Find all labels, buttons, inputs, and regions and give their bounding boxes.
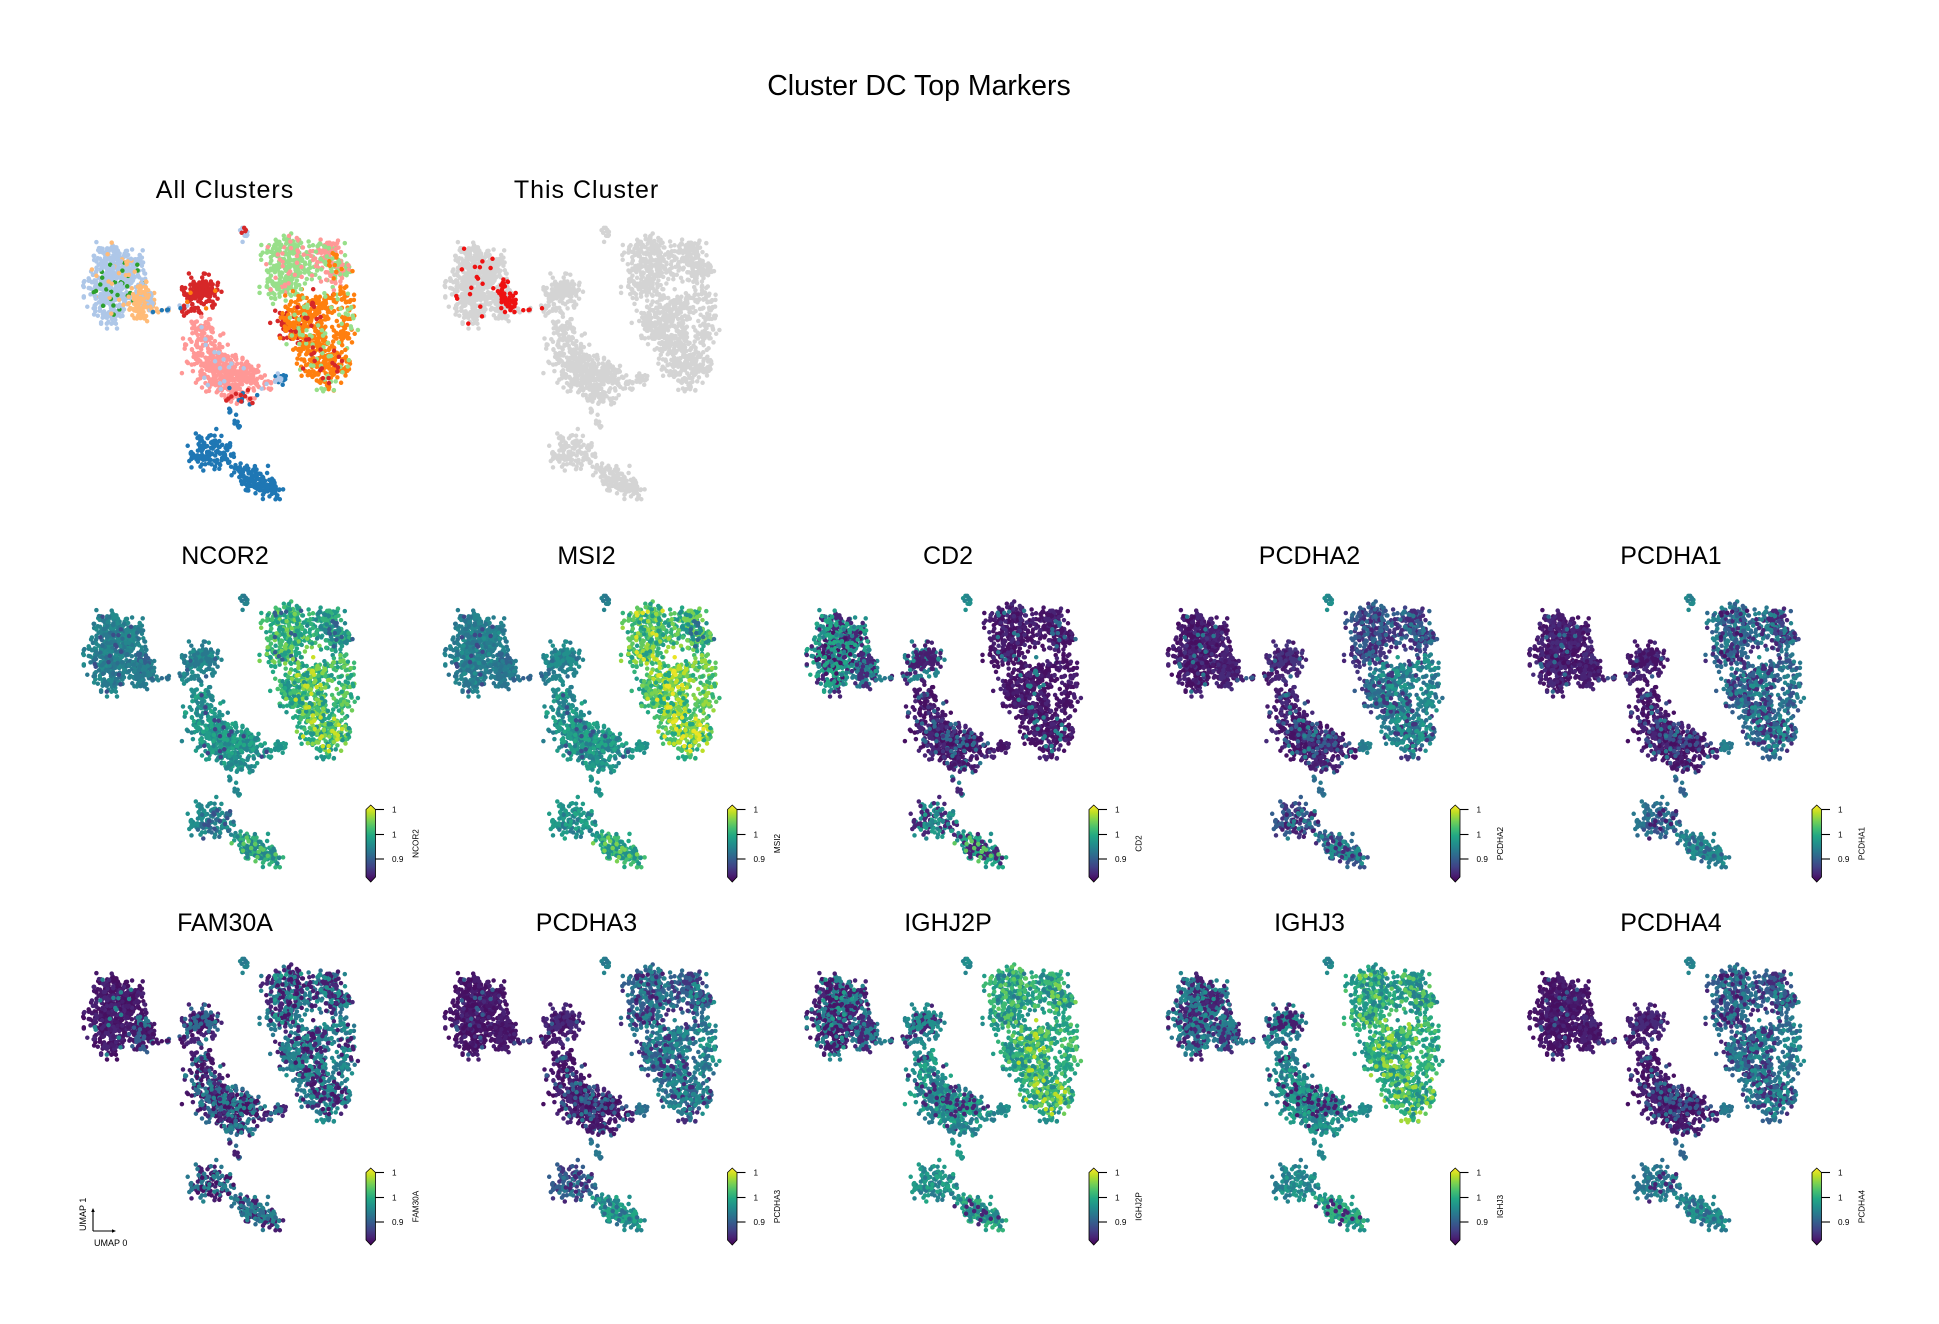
svg-text:0.9: 0.9	[1477, 1218, 1489, 1227]
svg-text:0.9: 0.9	[1115, 1218, 1127, 1227]
svg-text:1: 1	[1477, 805, 1482, 814]
svg-text:IGHJ3: IGHJ3	[1274, 909, 1345, 937]
svg-text:PCDHA1: PCDHA1	[1858, 826, 1867, 860]
svg-text:1: 1	[1838, 830, 1843, 839]
svg-text:IGHJ2P: IGHJ2P	[1135, 1192, 1144, 1221]
svg-text:0.9: 0.9	[392, 855, 404, 864]
svg-text:0.9: 0.9	[392, 1218, 404, 1227]
svg-text:1: 1	[1115, 830, 1120, 839]
svg-text:1: 1	[1477, 1193, 1482, 1202]
svg-text:1: 1	[754, 805, 759, 814]
svg-text:1: 1	[1115, 1168, 1120, 1177]
svg-text:0.9: 0.9	[1838, 1218, 1850, 1227]
svg-text:PCDHA4: PCDHA4	[1858, 1189, 1867, 1223]
svg-text:0.9: 0.9	[754, 1218, 766, 1227]
svg-text:CD2: CD2	[923, 542, 973, 570]
svg-text:NCOR2: NCOR2	[412, 829, 421, 858]
svg-text:IGHJ2P: IGHJ2P	[904, 909, 992, 937]
svg-text:UMAP 0: UMAP 0	[94, 1238, 127, 1248]
svg-text:0.9: 0.9	[1838, 855, 1850, 864]
svg-text:PCDHA1: PCDHA1	[1620, 542, 1721, 570]
svg-text:FAM30A: FAM30A	[177, 909, 273, 937]
svg-text:NCOR2: NCOR2	[181, 542, 269, 570]
svg-text:Cluster DC Top Markers: Cluster DC Top Markers	[767, 70, 1071, 102]
svg-text:MSI2: MSI2	[557, 542, 615, 570]
svg-text:1: 1	[1838, 1193, 1843, 1202]
svg-text:1: 1	[392, 805, 397, 814]
svg-text:1: 1	[392, 1168, 397, 1177]
svg-text:PCDHA2: PCDHA2	[1259, 542, 1360, 570]
svg-text:0.9: 0.9	[1477, 855, 1489, 864]
svg-text:1: 1	[754, 1193, 759, 1202]
svg-text:PCDHA3: PCDHA3	[536, 909, 637, 937]
svg-text:MSI2: MSI2	[773, 834, 782, 854]
svg-text:UMAP 1: UMAP 1	[78, 1198, 88, 1231]
svg-text:1: 1	[1838, 805, 1843, 814]
svg-text:1: 1	[1838, 1168, 1843, 1177]
svg-text:FAM30A: FAM30A	[412, 1190, 421, 1222]
svg-text:CD2: CD2	[1135, 835, 1144, 852]
svg-text:1: 1	[754, 830, 759, 839]
svg-text:1: 1	[1115, 1193, 1120, 1202]
svg-text:1: 1	[392, 1193, 397, 1202]
svg-text:PCDHA4: PCDHA4	[1620, 909, 1722, 937]
svg-text:IGHJ3: IGHJ3	[1496, 1194, 1505, 1218]
svg-text:1: 1	[1477, 1168, 1482, 1177]
svg-text:1: 1	[754, 1168, 759, 1177]
svg-text:PCDHA2: PCDHA2	[1496, 826, 1505, 860]
svg-text:0.9: 0.9	[754, 855, 766, 864]
svg-text:This Cluster: This Cluster	[514, 176, 659, 204]
svg-text:1: 1	[392, 830, 397, 839]
svg-text:1: 1	[1115, 805, 1120, 814]
svg-text:1: 1	[1477, 830, 1482, 839]
svg-text:0.9: 0.9	[1115, 855, 1127, 864]
svg-text:PCDHA3: PCDHA3	[773, 1189, 782, 1223]
svg-text:All Clusters: All Clusters	[156, 176, 294, 204]
